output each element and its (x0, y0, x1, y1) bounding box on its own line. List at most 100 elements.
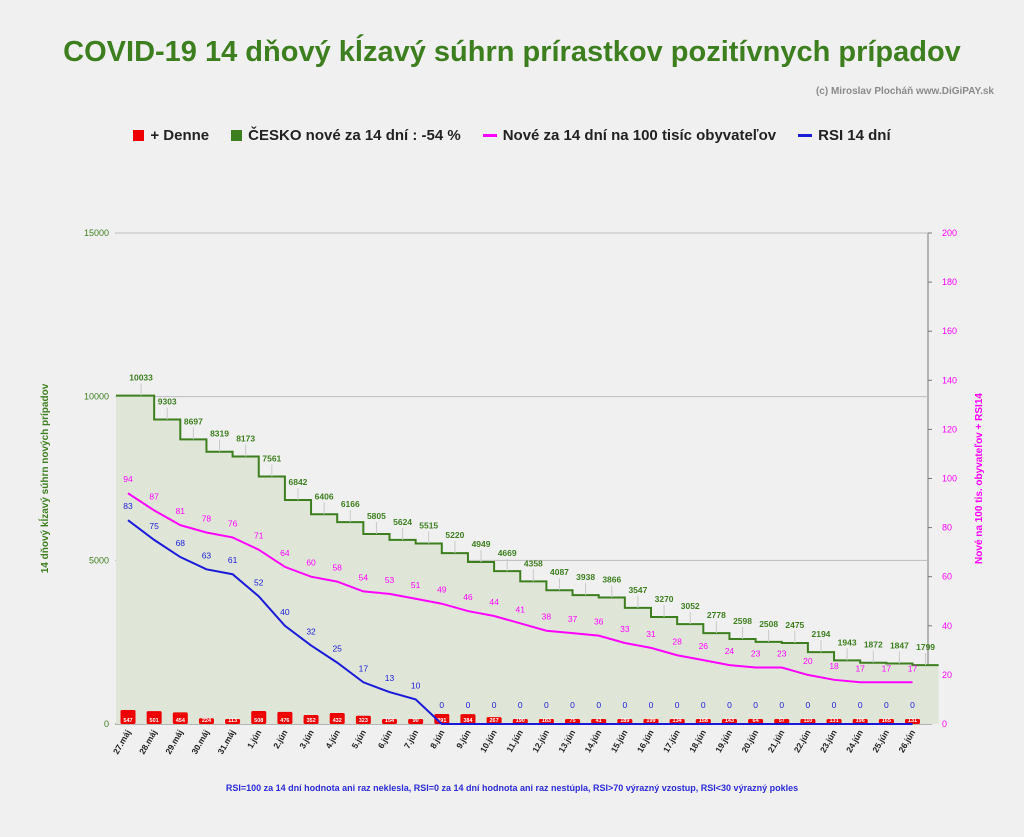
x-tick-label: 11.jún (504, 728, 525, 754)
legend-item-daily: + Denne (133, 127, 209, 144)
per100k-value-label: 23 (777, 649, 787, 659)
cesko-value-label: 1872 (864, 640, 883, 650)
legend-item-rsi: RSI 14 dní (798, 127, 891, 144)
daily-bar-label: 323 (359, 718, 368, 724)
right-tick-label: 60 (942, 572, 952, 582)
x-tick-label: 31.máj (215, 728, 237, 756)
legend-label-rsi: RSI 14 dní (818, 127, 891, 144)
x-tick-label: 8.jún (428, 728, 447, 750)
x-tick-label: 2.jún (271, 728, 290, 750)
per100k-value-label: 78 (202, 514, 212, 524)
rsi-value-label: 52 (254, 577, 264, 587)
daily-bar (565, 719, 581, 724)
daily-bar-label: 143 (725, 718, 734, 724)
rsi-value-label: 0 (492, 700, 497, 710)
x-tick-label: 13.jún (556, 728, 577, 754)
daily-bar-label: 75 (569, 718, 575, 724)
left-tick-label: 0 (104, 719, 109, 729)
rsi-value-label: 63 (202, 550, 212, 560)
daily-bar (748, 719, 764, 724)
daily-bar (878, 719, 894, 724)
cesko-value-label: 6842 (289, 477, 308, 487)
daily-bar-label: 41 (596, 718, 602, 724)
legend-label-per100k: Nové za 14 dní na 100 tisíc obyvateľov (502, 127, 777, 144)
x-tick-label: 18.jún (687, 728, 708, 754)
rsi-value-label: 0 (544, 700, 549, 710)
per100k-line (127, 492, 913, 684)
daily-bar-label: 199 (646, 718, 655, 724)
daily-bar-label: 196 (856, 718, 865, 724)
rsi-value-label: 0 (622, 700, 627, 710)
per100k-value-label: 58 (332, 563, 342, 573)
daily-bar-label: 134 (673, 718, 683, 724)
cesko-step-area (116, 395, 939, 724)
chart-title: COVID-19 14 dňový kĺzavý súhrn prírastko… (63, 36, 961, 68)
daily-bar (277, 711, 293, 724)
cesko-value-label: 2778 (707, 610, 726, 620)
daily-bar (329, 712, 345, 724)
daily-bar-label: 158 (699, 718, 708, 724)
daily-bar-label: 57 (779, 718, 785, 724)
x-tick-label: 7.jún (402, 728, 421, 750)
x-tick-label: 1.jún (245, 728, 264, 750)
legend-label-cesko: ČESKO nové za 14 dní : -54 % (248, 127, 461, 144)
legend-swatch-rsi (798, 134, 813, 137)
rsi-value-label: 0 (727, 700, 732, 710)
daily-bar (695, 719, 711, 724)
daily-bar (460, 714, 476, 724)
rsi-line (127, 519, 913, 725)
daily-bar-label: 352 (306, 718, 315, 724)
legend-item-per100k: Nové za 14 dní na 100 tisíc obyvateľov (482, 127, 777, 144)
rsi-value-label: 13 (385, 673, 395, 683)
daily-bar (251, 710, 267, 724)
daily-bar-label: 547 (123, 718, 132, 724)
cesko-value-label: 4669 (498, 548, 517, 558)
rsi-value-label: 0 (779, 700, 784, 710)
per100k-value-label: 37 (568, 614, 578, 624)
per100k-value-label: 23 (751, 649, 761, 659)
rsi-value-label: 17 (359, 663, 369, 673)
cesko-value-label: 3270 (655, 594, 674, 604)
rsi-value-label: 25 (332, 644, 342, 654)
per100k-value-label: 53 (385, 575, 395, 585)
per100k-value-label: 60 (306, 558, 316, 568)
rsi-value-label: 0 (439, 700, 444, 710)
daily-bar (355, 715, 371, 724)
footnote: RSI=100 za 14 dní hodnota ani raz nekles… (225, 783, 799, 793)
daily-bar (591, 719, 607, 724)
daily-bar (643, 718, 659, 724)
daily-bar-label: 189 (620, 718, 629, 724)
cesko-value-label: 4358 (524, 558, 543, 568)
daily-bar (303, 714, 319, 724)
daily-bar-label: 454 (176, 718, 186, 724)
rsi-value-label: 0 (518, 700, 523, 710)
x-tick-label: 10.jún (478, 728, 499, 754)
daily-bar (198, 718, 214, 724)
daily-bar-label: 165 (882, 718, 891, 724)
credit-text: (c) Miroslav Plocháň www.DiGiPAY.sk (815, 86, 994, 97)
daily-bar (486, 717, 502, 724)
per100k-value-label: 51 (411, 580, 421, 590)
cesko-value-label: 8173 (236, 433, 255, 443)
x-tick-label: 26.jún (896, 728, 917, 754)
rsi-value-label: 83 (123, 501, 133, 511)
x-tick-label: 17.jún (661, 728, 682, 754)
per100k-value-label: 38 (542, 612, 552, 622)
rsi-value-label: 32 (306, 626, 316, 636)
cesko-value-label: 6166 (341, 499, 360, 509)
per100k-value-label: 36 (594, 617, 604, 627)
per100k-value-label: 28 (672, 636, 682, 646)
per100k-value-label: 46 (463, 592, 473, 602)
x-tick-label: 3.jún (297, 728, 316, 750)
daily-bar-label: 64 (753, 718, 760, 724)
daily-bar (669, 719, 685, 724)
x-tick-label: 15.jún (609, 728, 630, 754)
right-tick-label: 40 (942, 621, 952, 631)
x-tick-label: 16.jún (635, 728, 656, 754)
rsi-value-label: 40 (280, 607, 290, 617)
cesko-value-label: 2598 (733, 616, 752, 626)
y-axis-label-left: 14 dňový kĺzavý súhrn nových prípadov (37, 383, 51, 573)
left-tick-label: 5000 (89, 555, 109, 565)
rsi-value-label: 0 (832, 700, 837, 710)
